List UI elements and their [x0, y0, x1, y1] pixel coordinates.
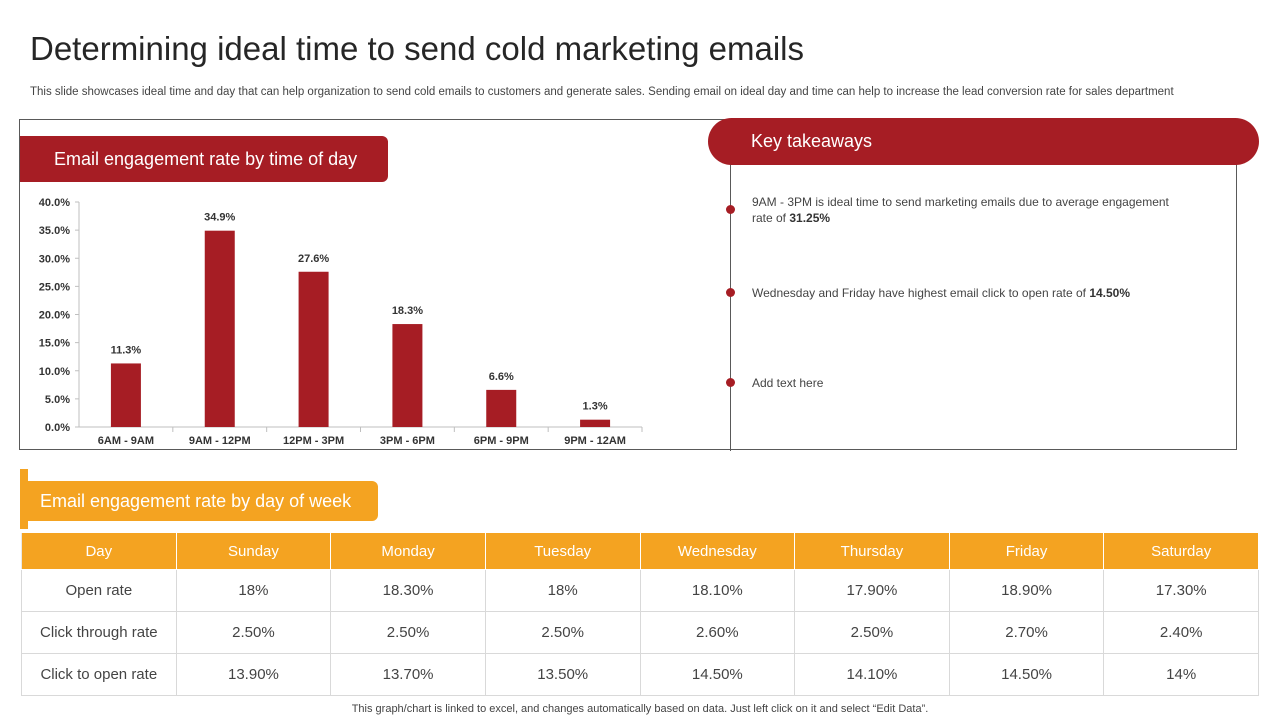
table-cell: 18% [484, 569, 641, 612]
y-tick-label: 30.0% [39, 253, 70, 265]
takeaway-3: Add text here [752, 375, 1172, 391]
table-cell: 17.90% [794, 569, 950, 612]
page-title: Determining ideal time to send cold mark… [30, 30, 805, 67]
column-header: Monday [330, 532, 486, 570]
bar [204, 230, 235, 427]
day-of-week-table: Day Sunday Monday Tuesday Wednesday Thur… [21, 532, 1259, 696]
table-cell: 13.50% [484, 653, 641, 696]
footer-note: This graph/chart is linked to excel, and… [351, 703, 929, 715]
table-cell: 2.60% [639, 611, 796, 654]
key-takeaways-header: Key takeaways [708, 118, 1259, 165]
bar-value-label: 34.9% [204, 212, 235, 224]
y-tick-label: 40.0% [39, 197, 70, 209]
week-section-header-label: Email engagement rate by day of week [40, 490, 352, 511]
column-header: Day [21, 532, 177, 570]
column-header: Saturday [1103, 532, 1259, 570]
table-row: Click through rate 2.50% 2.50% 2.50% 2.6… [21, 611, 1259, 654]
takeaway-bullet-3 [726, 378, 735, 387]
bar [110, 363, 141, 427]
table-cell: 14.50% [948, 653, 1105, 696]
x-tick-label: 6AM - 9AM [98, 435, 154, 447]
takeaway-1-bold: 31.25% [789, 211, 831, 225]
y-tick-label: 15.0% [39, 338, 70, 350]
table-cell: 17.30% [1103, 569, 1259, 612]
table-cell: 18.90% [948, 569, 1105, 612]
table-cell: 13.90% [175, 653, 332, 696]
takeaway-2-text: Wednesday and Friday have highest email … [752, 286, 1090, 300]
takeaway-1: 9AM - 3PM is ideal time to send marketin… [752, 194, 1172, 226]
y-tick-label: 10.0% [39, 366, 70, 378]
takeaway-2: Wednesday and Friday have highest email … [752, 285, 1172, 301]
table-cell: 14% [1103, 653, 1259, 696]
table-cell: 2.70% [948, 611, 1105, 654]
bar [580, 419, 611, 427]
takeaway-1-text: 9AM - 3PM is ideal time to send marketin… [752, 195, 1169, 225]
row-label: Open rate [21, 569, 177, 612]
table-cell: 14.50% [639, 653, 796, 696]
x-tick-label: 9PM - 12AM [564, 435, 626, 447]
bar-chart: 0.0% 5.0% 10.0% 15.0% 20.0% 25.0% 30.0% 35.0% 40… [39, 197, 643, 447]
bar-value-label: 1.3% [583, 401, 608, 413]
table-cell: 18% [175, 569, 332, 612]
column-header: Wednesday [639, 532, 796, 570]
table-cell: 18.30% [330, 569, 486, 612]
x-tick-label: 6PM - 9PM [474, 435, 529, 447]
x-tick-label: 3PM - 6PM [380, 435, 435, 447]
bar-value-label: 6.6% [489, 371, 514, 383]
table-cell: 2.50% [794, 611, 950, 654]
bar-value-label: 11.3% [111, 344, 142, 356]
page-subtitle: This slide showcases ideal time and day … [30, 86, 1174, 98]
y-tick-label: 25.0% [39, 281, 70, 293]
takeaway-3-text: Add text here [752, 376, 824, 390]
y-tick-label: 5.0% [45, 394, 70, 406]
row-label: Click to open rate [21, 653, 177, 696]
key-takeaways-header-label: Key takeaways [751, 131, 873, 151]
column-header: Friday [948, 532, 1105, 570]
y-tick-label: 35.0% [39, 225, 70, 237]
column-header: Tuesday [484, 532, 641, 570]
y-tick-label: 20.0% [39, 310, 70, 322]
table-cell: 13.70% [330, 653, 486, 696]
column-header: Thursday [794, 532, 950, 570]
table-cell: 2.50% [330, 611, 486, 654]
table-cell: 2.50% [484, 611, 641, 654]
takeaway-bullet-1 [726, 205, 735, 214]
table-header-row: Day Sunday Monday Tuesday Wednesday Thur… [21, 532, 1259, 570]
table-cell: 2.50% [175, 611, 332, 654]
chart-section-header: Email engagement rate by time of day [20, 136, 388, 182]
x-tick-label: 12PM - 3PM [283, 435, 344, 447]
table-cell: 14.10% [794, 653, 950, 696]
x-tick-label: 9AM - 12PM [189, 435, 251, 447]
section-divider [730, 164, 731, 451]
chart-frame [19, 119, 1237, 450]
table-row: Click to open rate 13.90% 13.70% 13.50% … [21, 653, 1259, 696]
column-header: Sunday [175, 532, 332, 570]
table-row: Open rate 18% 18.30% 18% 18.10% 17.90% 1… [21, 569, 1259, 612]
bar [486, 389, 517, 427]
row-label: Click through rate [21, 611, 177, 654]
bar [298, 271, 329, 427]
takeaway-bullet-2 [726, 288, 735, 297]
week-section-header: Email engagement rate by day of week [20, 481, 378, 521]
bar-value-label: 27.6% [298, 253, 329, 265]
y-tick-label: 0.0% [45, 422, 70, 434]
bar-value-label: 18.3% [392, 305, 423, 317]
bar [392, 324, 423, 427]
chart-section-header-label: Email engagement rate by time of day [54, 148, 358, 169]
table-cell: 2.40% [1103, 611, 1259, 654]
table-cell: 18.10% [639, 569, 796, 612]
takeaway-2-bold: 14.50% [1089, 286, 1131, 300]
